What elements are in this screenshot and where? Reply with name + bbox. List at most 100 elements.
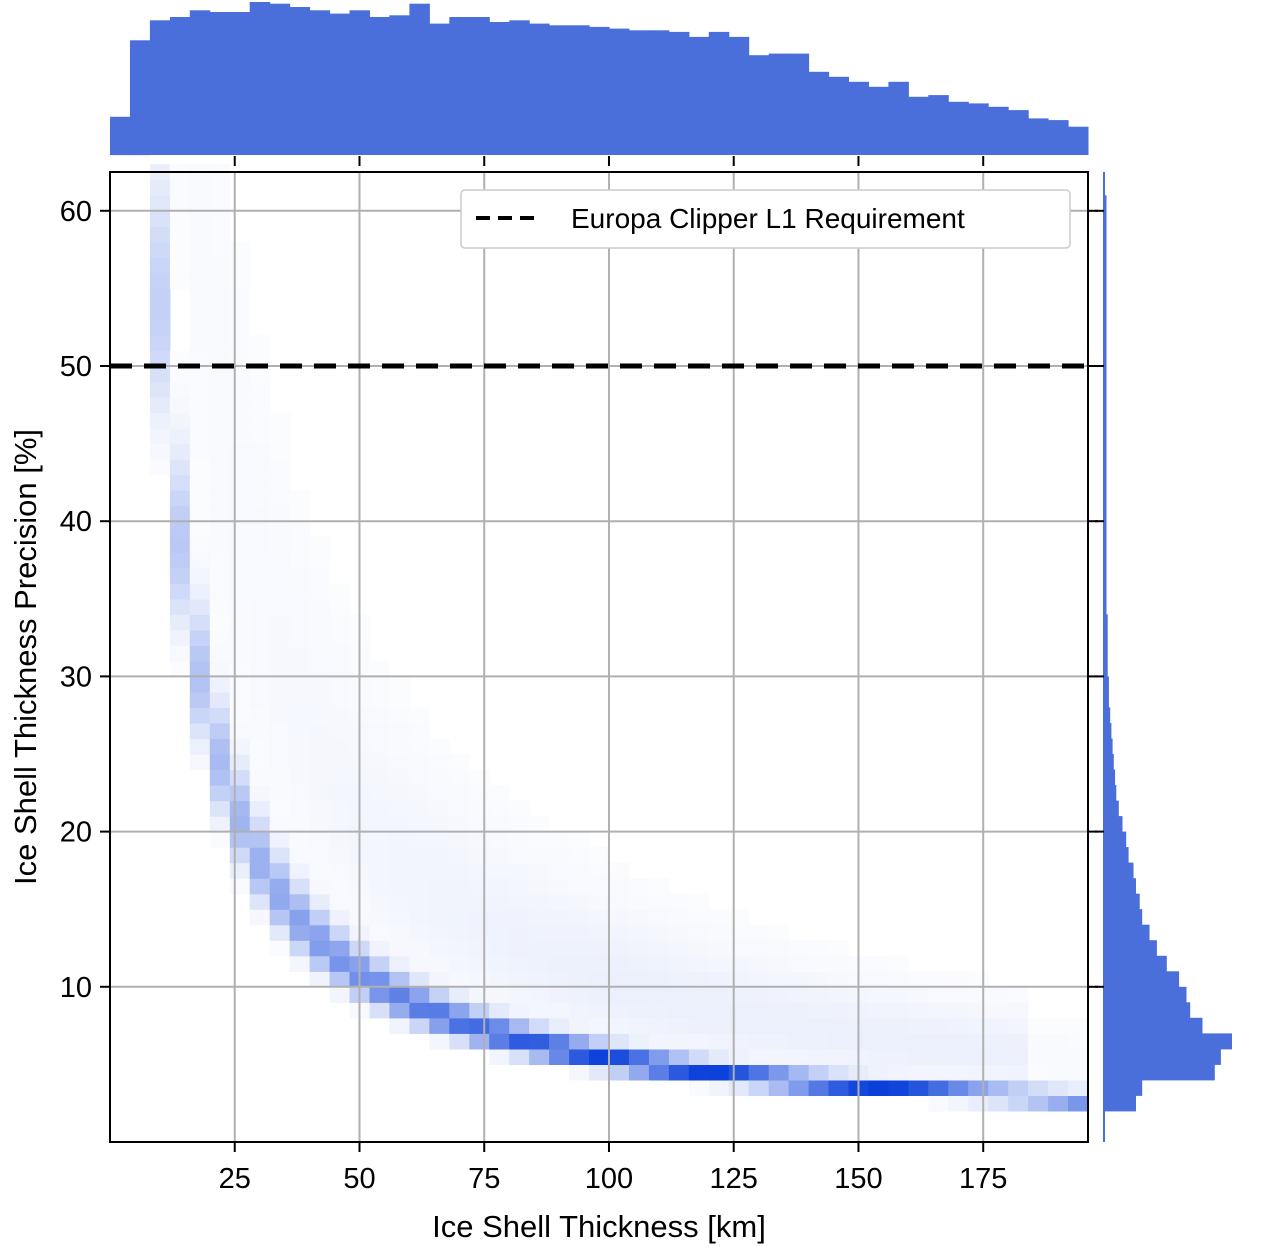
top-hist-bar (189, 10, 211, 155)
heatmap-cell (1048, 1048, 1069, 1065)
heatmap-cell (249, 552, 271, 569)
heatmap-cell (209, 645, 231, 662)
heatmap-cell (289, 754, 311, 771)
right-hist-bar (1104, 940, 1157, 957)
heatmap-cell (169, 567, 191, 584)
heatmap-cell (369, 986, 391, 1003)
heatmap-cell (589, 1002, 610, 1019)
right-hist-bar (1104, 769, 1116, 786)
heatmap-cell (289, 723, 311, 740)
heatmap-cell (768, 1064, 790, 1081)
heatmap-cell (409, 940, 430, 957)
heatmap-cell (609, 940, 630, 957)
heatmap-cell (549, 893, 570, 910)
heatmap-cell (469, 831, 490, 848)
heatmap-cell (209, 381, 231, 398)
heatmap-cell (209, 257, 231, 274)
heatmap-cell (469, 1017, 490, 1034)
heatmap-cell (309, 691, 331, 708)
heatmap-cell (269, 738, 291, 755)
heatmap-cell (628, 924, 650, 941)
heatmap-cell (189, 738, 211, 755)
heatmap-cell (429, 940, 450, 957)
heatmap-cell (149, 319, 171, 336)
heatmap-cell (609, 893, 630, 910)
heatmap-cell (209, 676, 231, 693)
heatmap-cell (249, 583, 271, 600)
heatmap-cell (628, 893, 650, 910)
heatmap-cell (269, 862, 291, 879)
heatmap-cell (229, 521, 251, 538)
heatmap-cell (449, 800, 470, 817)
heatmap-cell (768, 924, 790, 941)
heatmap-cell (389, 940, 410, 957)
heatmap-cell (469, 862, 490, 879)
heatmap-cell (189, 474, 211, 491)
heatmap-cell (529, 816, 550, 833)
heatmap-cell (169, 272, 191, 289)
top-hist-bar (648, 30, 670, 155)
heatmap-cell (628, 955, 650, 972)
heatmap-cell (648, 1002, 670, 1019)
heatmap-cell (589, 847, 610, 864)
heatmap-cell (688, 1048, 710, 1065)
heatmap-cells (149, 164, 1089, 1112)
heatmap-cell (748, 1048, 770, 1065)
top-hist-bar (609, 28, 630, 156)
heatmap-cell (189, 210, 211, 227)
right-hist-bar (1104, 241, 1107, 258)
heatmap-cell (409, 924, 430, 941)
heatmap-cell (748, 1064, 770, 1081)
heatmap-cell (309, 536, 331, 553)
heatmap-cell (409, 800, 430, 817)
heatmap-cell (569, 1002, 590, 1019)
heatmap-cell (409, 785, 430, 802)
heatmap-cell (249, 660, 271, 677)
heatmap-cell (229, 459, 251, 476)
heatmap-cell (229, 536, 251, 553)
heatmap-cell (728, 986, 750, 1003)
top-hist-bar (768, 53, 790, 155)
heatmap-cell (329, 986, 351, 1003)
x-tick-label: 75 (468, 1163, 500, 1195)
heatmap-cell (389, 707, 410, 724)
right-hist-bar (1104, 210, 1107, 227)
heatmap-cell (469, 971, 490, 988)
heatmap-cell (529, 878, 550, 895)
heatmap-cell (309, 660, 331, 677)
top-hist-bar (169, 17, 191, 155)
right-hist-bar (1104, 1064, 1215, 1081)
top-hist-bar (389, 15, 410, 155)
heatmap-cell (269, 428, 291, 445)
heatmap-cell (229, 505, 251, 522)
heatmap-cell (229, 412, 251, 429)
heatmap-cell (549, 1017, 570, 1034)
heatmap-cell (569, 986, 590, 1003)
heatmap-cell (309, 723, 331, 740)
top-hist-bar (589, 26, 610, 156)
heatmap-cell (948, 1064, 969, 1081)
heatmap-cell (589, 909, 610, 926)
heatmap-cell (748, 971, 770, 988)
heatmap-cell (289, 552, 311, 569)
heatmap-cell (868, 955, 889, 972)
heatmap-cell (169, 350, 191, 367)
heatmap-cell (209, 800, 231, 817)
heatmap-cell (429, 754, 450, 771)
heatmap-cell (309, 738, 331, 755)
heatmap-cell (389, 800, 410, 817)
heatmap-cell (289, 909, 311, 926)
right-hist-bar (1104, 583, 1107, 600)
top-hist-bar (908, 96, 929, 155)
heatmap-cell (289, 847, 311, 864)
heatmap-cell (289, 800, 311, 817)
heatmap-cell (1068, 1033, 1089, 1050)
heatmap-cell (668, 986, 690, 1003)
top-hist-bar (449, 17, 470, 155)
heatmap-cell (988, 1064, 1009, 1081)
heatmap-cell (828, 1079, 850, 1096)
heatmap-cell (209, 583, 231, 600)
heatmap-cell (329, 769, 351, 786)
top-hist-bar (708, 31, 730, 155)
right-hist-bar (1104, 924, 1150, 941)
